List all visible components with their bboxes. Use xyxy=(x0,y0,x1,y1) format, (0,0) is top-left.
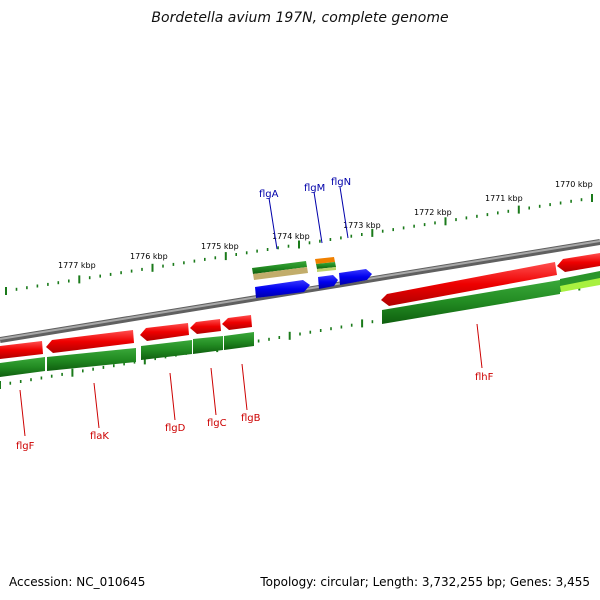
top-gene-labels: flgA flgM flgN xyxy=(259,177,351,250)
gene-label-flgB[interactable]: flgB xyxy=(241,413,261,424)
gene-flgN-arrow[interactable] xyxy=(339,269,372,285)
gene-flhF-arrow[interactable] xyxy=(381,262,557,306)
gene-flgD-arrow[interactable] xyxy=(140,323,189,341)
gene-flgM-annotation xyxy=(317,267,336,272)
scale-label-1774: 1774 kbp xyxy=(272,232,310,241)
top-strand-features xyxy=(252,257,372,298)
scale-ticks-top xyxy=(5,194,593,295)
genome-title: Bordetella avium 197N, complete genome xyxy=(151,10,449,26)
scale-label-1773: 1773 kbp xyxy=(343,221,381,230)
scale-label-1776: 1776 kbp xyxy=(130,252,168,261)
gene-label-flgN[interactable]: flgN xyxy=(331,177,351,188)
gene-flgM-arrow[interactable] xyxy=(318,275,338,289)
cds-flgF[interactable] xyxy=(0,357,45,377)
gene-label-flgA[interactable]: flgA xyxy=(259,189,279,200)
gene-label-flgC[interactable]: flgC xyxy=(207,418,227,429)
genome-summary-text: Topology: circular; Length: 3,732,255 bp… xyxy=(260,575,590,589)
cds-flgC[interactable] xyxy=(193,336,223,354)
gene-label-flaK[interactable]: flaK xyxy=(90,431,109,442)
cds-flhF[interactable] xyxy=(382,280,560,324)
scale-label-1772: 1772 kbp xyxy=(414,208,452,217)
scale-label-1771: 1771 kbp xyxy=(485,194,523,203)
gene-flgM-cds-orange xyxy=(315,257,335,264)
gene-flgA-cds[interactable] xyxy=(252,261,307,274)
gene-flgF-arrow[interactable] xyxy=(0,341,43,359)
scale-label-1777: 1777 kbp xyxy=(58,261,96,270)
gene-label-flgF[interactable]: flgF xyxy=(16,441,35,452)
scale-label-1775: 1775 kbp xyxy=(201,242,239,251)
bottom-strand-genes xyxy=(0,253,600,359)
gene-flgB-arrow[interactable] xyxy=(222,315,252,330)
gene-flgA-annotation xyxy=(253,267,308,280)
accession-text: Accession: NC_010645 xyxy=(9,575,146,589)
cds-flgB[interactable] xyxy=(224,332,254,350)
bottom-gene-labels: flgF flaK flgD flgC flgB flhF xyxy=(16,323,494,452)
scale-labels: 1777 kbp 1776 kbp 1775 kbp 1774 kbp 1773… xyxy=(58,180,593,270)
cds-next-annotation xyxy=(560,278,600,292)
scale-label-1770: 1770 kbp xyxy=(555,180,593,189)
gene-label-flhF[interactable]: flhF xyxy=(475,372,494,383)
gene-flaK-arrow[interactable] xyxy=(46,330,134,353)
gene-flgC-arrow[interactable] xyxy=(190,319,221,334)
bottom-strand-cds xyxy=(0,271,600,377)
gene-next-arrow[interactable] xyxy=(557,253,600,272)
gene-flgM-cds[interactable] xyxy=(316,262,336,269)
cds-flaK[interactable] xyxy=(47,348,136,371)
gene-label-flgM[interactable]: flgM xyxy=(304,183,325,194)
cds-flgD[interactable] xyxy=(141,340,192,360)
gene-flgA-arrow[interactable] xyxy=(255,280,310,298)
gene-label-flgD[interactable]: flgD xyxy=(165,423,186,434)
